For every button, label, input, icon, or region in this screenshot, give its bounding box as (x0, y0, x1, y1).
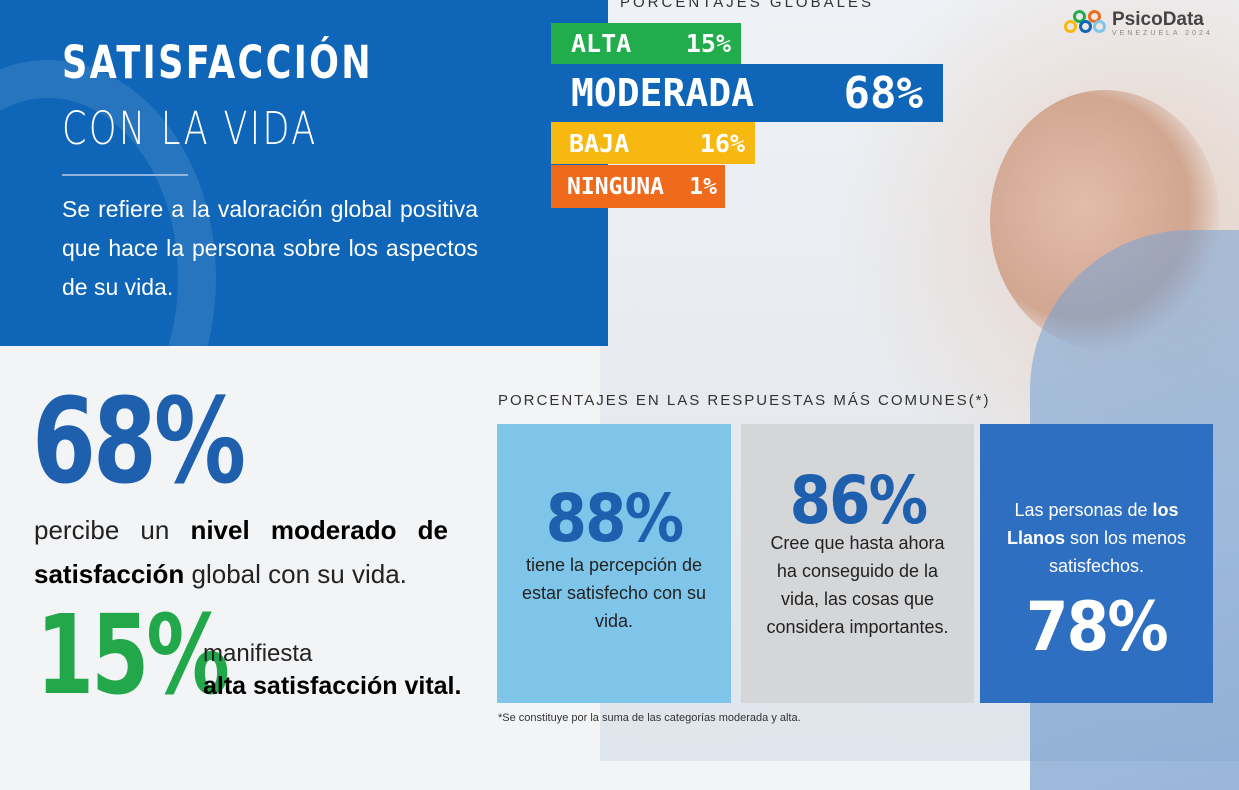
stat-high-text-1: manifiesta (203, 640, 313, 667)
stat-high-text-2: alta satisfacción vital. (203, 672, 462, 700)
card-satisfied: 88% tiene la percepción de estar satisfe… (497, 424, 731, 703)
bar-moderada: MODERADA 68% (551, 64, 943, 122)
bar-baja: BAJA 16% (551, 122, 755, 164)
card-satisfied-text: tiene la percepción de estar satisfecho … (521, 555, 707, 631)
bar-baja-value: 16% (699, 128, 745, 158)
hero-title-line2: CON LA VIDA (62, 102, 318, 155)
card-satisfied-value: 88% (545, 480, 685, 557)
brand-subtitle: VENEZUELA 2024 (1112, 29, 1213, 37)
bar-alta-label: ALTA (571, 29, 632, 58)
bar-alta: ALTA 15% (551, 23, 741, 64)
bar-moderada-label: MODERADA (571, 71, 755, 115)
stat-moderate-value: 68% (32, 372, 246, 510)
bar-ninguna-label: NINGUNA (567, 173, 664, 200)
logo-icon (1064, 8, 1106, 38)
card-llanos: Las personas de los Llanos son los menos… (980, 424, 1213, 703)
stat-high-value: 15% (36, 591, 230, 719)
bar-alta-value: 15% (685, 29, 731, 58)
bar-ninguna-value: 1% (689, 173, 717, 200)
footnote: *Se constituye por la suma de las catego… (498, 712, 801, 724)
global-heading: PORCENTAJES GLOBALES (620, 0, 874, 11)
hero-title-line1: SATISFACCIÓN (62, 36, 373, 89)
hero-description: Se refiere a la valoración global positi… (62, 196, 478, 300)
card-achieved-value: 86% (789, 462, 928, 539)
card-achieved: 86% Cree que hasta ahora ha conseguido d… (741, 424, 974, 703)
stat-moderate-text: percibe un nivel moderado de satisfacció… (34, 515, 448, 589)
brand-logo: PsicoData VENEZUELA 2024 (1064, 8, 1213, 38)
card-achieved-text: Cree que hasta ahora ha conseguido de la… (766, 533, 949, 637)
card-llanos-value: 78% (1025, 588, 1169, 667)
card-llanos-text: Las personas de los Llanos son los menos… (1006, 500, 1187, 576)
brand-name: PsicoData (1112, 8, 1204, 30)
bar-ninguna: NINGUNA 1% (551, 165, 725, 208)
bar-baja-label: BAJA (569, 128, 630, 158)
hero-panel: SATISFACCIÓN CON LA VIDA Se refiere a la… (0, 0, 608, 346)
common-heading: PORCENTAJES EN LAS RESPUESTAS MÁS COMUNE… (498, 392, 991, 409)
bar-moderada-value: 68% (843, 67, 923, 119)
hero-divider (62, 174, 188, 176)
